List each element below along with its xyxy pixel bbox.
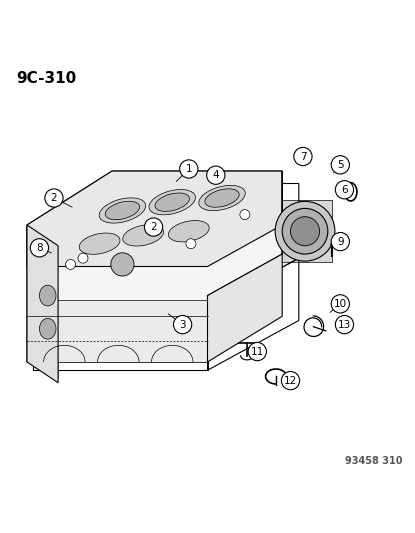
Circle shape bbox=[331, 156, 349, 174]
Polygon shape bbox=[208, 171, 282, 362]
Text: 5: 5 bbox=[337, 160, 344, 170]
Polygon shape bbox=[27, 171, 282, 362]
Circle shape bbox=[45, 189, 63, 207]
Circle shape bbox=[282, 208, 328, 254]
Text: 9: 9 bbox=[337, 237, 344, 247]
Polygon shape bbox=[27, 225, 58, 383]
Text: 3: 3 bbox=[179, 320, 186, 329]
Circle shape bbox=[331, 232, 349, 251]
Text: 7: 7 bbox=[300, 151, 306, 161]
Text: 2: 2 bbox=[150, 222, 157, 232]
Circle shape bbox=[78, 253, 88, 263]
Text: 1: 1 bbox=[186, 164, 192, 174]
Text: 8: 8 bbox=[36, 243, 43, 253]
Text: 93458 310: 93458 310 bbox=[345, 456, 403, 466]
Ellipse shape bbox=[205, 189, 239, 207]
Circle shape bbox=[66, 260, 76, 269]
Ellipse shape bbox=[123, 225, 164, 246]
Circle shape bbox=[173, 316, 192, 334]
Ellipse shape bbox=[39, 318, 56, 339]
Ellipse shape bbox=[149, 190, 195, 215]
Ellipse shape bbox=[105, 201, 139, 220]
Circle shape bbox=[111, 253, 134, 276]
Text: 2: 2 bbox=[51, 193, 57, 203]
Text: 12: 12 bbox=[284, 376, 297, 385]
Polygon shape bbox=[27, 300, 208, 362]
Text: 13: 13 bbox=[338, 320, 351, 329]
Ellipse shape bbox=[168, 221, 209, 242]
Circle shape bbox=[294, 148, 312, 166]
Circle shape bbox=[331, 295, 349, 313]
Ellipse shape bbox=[155, 193, 189, 212]
Polygon shape bbox=[27, 171, 282, 266]
Circle shape bbox=[144, 218, 163, 236]
Circle shape bbox=[335, 181, 354, 199]
Text: 11: 11 bbox=[251, 346, 264, 357]
Circle shape bbox=[30, 239, 49, 257]
Circle shape bbox=[275, 201, 335, 261]
Ellipse shape bbox=[199, 185, 245, 211]
Ellipse shape bbox=[39, 285, 56, 306]
Circle shape bbox=[180, 160, 198, 178]
Circle shape bbox=[240, 209, 250, 220]
Ellipse shape bbox=[99, 198, 146, 223]
Polygon shape bbox=[276, 200, 332, 262]
Text: 6: 6 bbox=[341, 185, 348, 195]
Circle shape bbox=[290, 217, 320, 246]
Circle shape bbox=[281, 372, 300, 390]
Text: 10: 10 bbox=[334, 299, 347, 309]
Circle shape bbox=[248, 342, 266, 361]
Text: 4: 4 bbox=[212, 170, 219, 180]
Ellipse shape bbox=[79, 233, 120, 254]
Circle shape bbox=[335, 316, 354, 334]
Circle shape bbox=[207, 166, 225, 184]
Text: 9C-310: 9C-310 bbox=[17, 71, 77, 86]
Circle shape bbox=[186, 239, 196, 249]
